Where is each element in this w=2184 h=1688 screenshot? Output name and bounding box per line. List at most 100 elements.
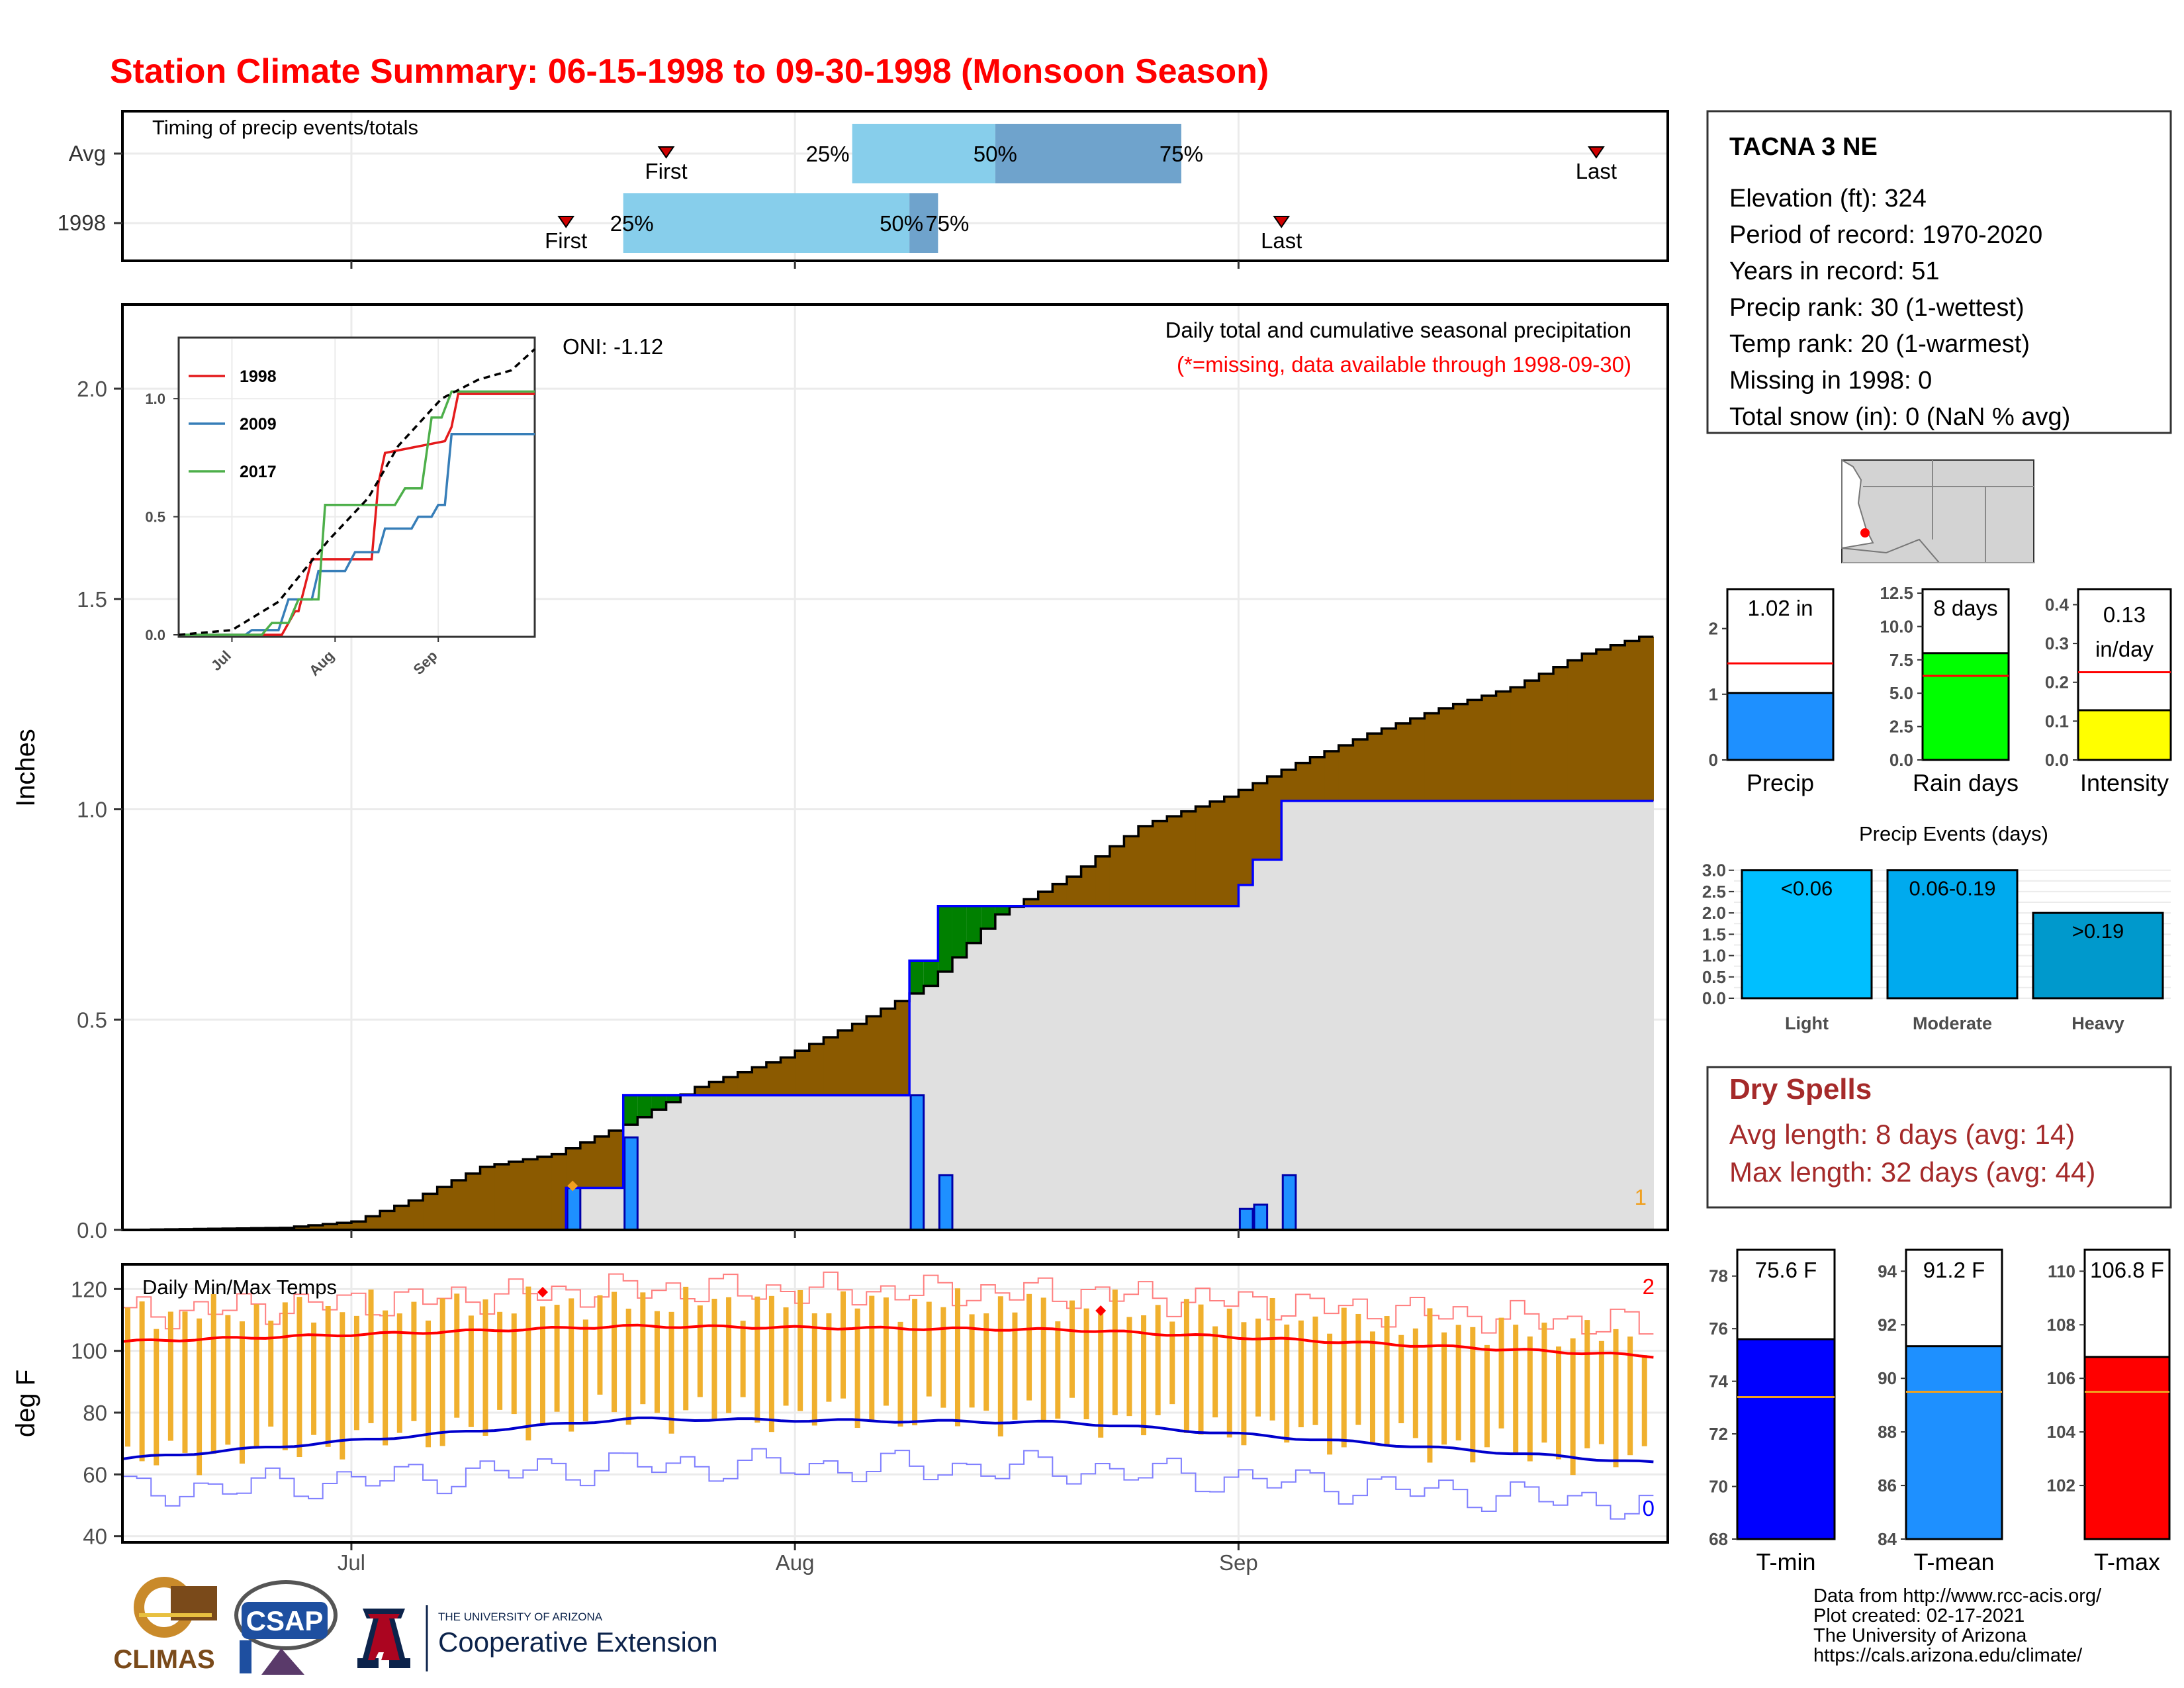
- precip-events-title: Precip Events (days): [1859, 822, 2048, 845]
- observed-cumulative-area: [1496, 800, 1511, 1230]
- daily-temp-bar: [597, 1295, 603, 1395]
- observed-cumulative-area: [1367, 800, 1383, 1230]
- q25-label: 25%: [610, 211, 654, 236]
- daily-temp-bar: [383, 1310, 388, 1446]
- daily-temp-bar: [612, 1291, 617, 1413]
- below-average-fill: [1267, 776, 1282, 860]
- mini-ytick-label: 1: [1709, 684, 1718, 704]
- observed-cumulative-area: [766, 1095, 782, 1230]
- daily-temp-bar: [1284, 1324, 1290, 1443]
- observed-cumulative-area: [1610, 800, 1625, 1230]
- inset-ytick-label: 1.0: [145, 391, 165, 407]
- observed-cumulative-area: [609, 1188, 624, 1230]
- observed-cumulative-area: [1009, 906, 1024, 1230]
- event-bar-bin-label: <0.06: [1781, 877, 1833, 900]
- temp-panel-label: Daily Min/Max Temps: [142, 1276, 337, 1299]
- below-average-fill: [1052, 884, 1068, 906]
- svg-text:CLIMAS: CLIMAS: [113, 1645, 214, 1674]
- csap-logo: CSAP: [234, 1580, 338, 1675]
- below-average-fill: [451, 1180, 467, 1230]
- daily-temp-bar: [754, 1296, 760, 1423]
- above-average-fill: [666, 1095, 681, 1102]
- below-average-fill: [1024, 899, 1039, 906]
- daily-precip-bar: [938, 1174, 954, 1231]
- dry-spells-box: Dry Spells Avg length: 8 days (avg: 14) …: [1706, 1066, 2172, 1209]
- observed-cumulative-area: [1353, 800, 1368, 1230]
- daily-temp-bar: [1570, 1338, 1576, 1476]
- temp-summary-ytick-label: 76: [1709, 1319, 1728, 1338]
- station-years: Years in record: 51: [1729, 258, 1940, 285]
- below-average-fill: [523, 1159, 538, 1230]
- daily-temp-bar: [912, 1299, 918, 1426]
- mini-ytick-label: 0.3: [2045, 633, 2069, 653]
- daily-temp-bar: [1398, 1335, 1404, 1424]
- mini-bar-rain-days: [1921, 652, 2010, 761]
- svg-text:Cooperative Extension: Cooperative Extension: [438, 1626, 718, 1658]
- daily-precip-bar: [909, 1094, 925, 1231]
- observed-cumulative-area: [1253, 859, 1268, 1230]
- above-average-fill: [938, 906, 953, 972]
- temp-xtick-label: Jul: [338, 1550, 365, 1575]
- observed-cumulative-area: [923, 961, 938, 1230]
- below-average-fill: [494, 1164, 510, 1230]
- locator-map: [1841, 459, 2034, 563]
- observed-cumulative-area: [1567, 800, 1582, 1230]
- timing-row-1998-label: 1998: [58, 211, 106, 235]
- observed-cumulative-area: [1510, 800, 1525, 1230]
- first-event-label: First: [545, 228, 587, 253]
- daily-temp-bar: [554, 1305, 560, 1412]
- daily-temp-bar: [1584, 1320, 1590, 1448]
- below-average-fill: [437, 1187, 452, 1230]
- mini-ytick-label: 7.5: [1889, 650, 1913, 670]
- below-average-fill: [1238, 790, 1253, 885]
- above-average-fill: [909, 961, 925, 994]
- below-average-fill: [1582, 653, 1597, 801]
- below-average-fill: [1410, 718, 1426, 801]
- station-precip-rank: Precip rank: 30 (1-wettest): [1729, 294, 2025, 322]
- observed-cumulative-area: [1238, 884, 1253, 1230]
- station-info-box: TACNA 3 NE Elevation (ft): 324 Period of…: [1706, 110, 2172, 434]
- observed-cumulative-area: [1424, 800, 1439, 1230]
- inset-series-line-2017: [179, 390, 535, 636]
- inset-series-line-2009: [179, 432, 535, 636]
- svg-text:THE UNIVERSITY OF ARIZONA: THE UNIVERSITY OF ARIZONA: [438, 1611, 603, 1623]
- event-bar-category-label: Light: [1785, 1013, 1829, 1033]
- below-average-fill: [1181, 811, 1197, 906]
- observed-cumulative-area: [637, 1095, 653, 1230]
- mini-value-label: 8 days: [1933, 596, 1997, 620]
- daily-temp-bar: [869, 1295, 875, 1422]
- observed-cumulative-area: [1267, 859, 1282, 1230]
- above-average-fill: [637, 1095, 653, 1117]
- daily-temp-bar: [182, 1311, 188, 1453]
- events-ytick-label: 3.0: [1702, 861, 1726, 880]
- below-average-fill: [1253, 783, 1268, 860]
- observed-cumulative-area: [1138, 906, 1154, 1230]
- daily-temp-bar: [539, 1306, 545, 1426]
- precip-ytick-label: 1.5: [77, 587, 107, 612]
- observed-cumulative-area: [1582, 800, 1597, 1230]
- below-average-fill: [1424, 713, 1439, 801]
- daily-temp-bar: [940, 1307, 946, 1408]
- observed-cumulative-area: [809, 1095, 824, 1230]
- last-event-marker: [1273, 216, 1291, 228]
- daily-temp-bar: [883, 1297, 889, 1406]
- svg-text:CSAP: CSAP: [246, 1605, 324, 1636]
- daily-temp-bar: [783, 1307, 789, 1406]
- daily-temp-bar: [1527, 1336, 1533, 1462]
- daily-temp-bar: [1641, 1355, 1647, 1446]
- temp-ytick-label: 100: [71, 1339, 107, 1364]
- daily-temp-bar: [396, 1313, 402, 1433]
- below-average-fill: [752, 1067, 767, 1096]
- mini-value-label: in/day: [2095, 637, 2154, 661]
- below-average-fill: [1167, 816, 1182, 906]
- precip-ytick-label: 0.5: [77, 1008, 107, 1032]
- below-average-fill: [1510, 687, 1525, 801]
- observed-cumulative-area: [795, 1095, 810, 1230]
- daily-temp-bar: [1341, 1307, 1347, 1448]
- observed-cumulative-area: [666, 1095, 681, 1230]
- daily-temp-bar: [1112, 1289, 1118, 1415]
- daily-temp-bar: [1155, 1305, 1161, 1415]
- temp-ytick-label: 60: [83, 1462, 107, 1487]
- inset-legend-label: 2009: [240, 415, 277, 434]
- observed-cumulative-area: [1310, 800, 1325, 1230]
